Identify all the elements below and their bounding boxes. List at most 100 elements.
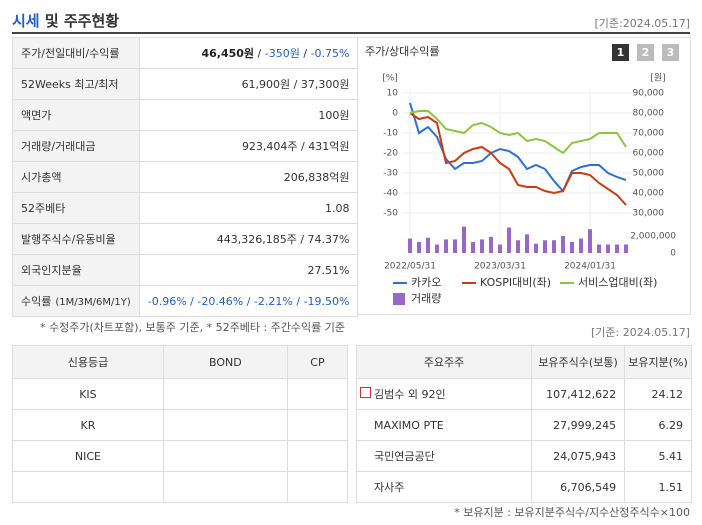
y2-tick-label: 70,000 <box>633 129 665 139</box>
row: MAXIMO PTE 27,999,245 6.29 <box>356 409 692 441</box>
header-row: 신용등급 BOND CP <box>12 345 349 379</box>
view-label[interactable]: 3 <box>667 46 675 59</box>
row: 주가/전일대비/수익률 46,450원 / -350원 / -0.75% <box>12 37 359 69</box>
volume-bar <box>417 241 421 253</box>
date: [기준:2024.05.17] <box>594 17 690 30</box>
volume-tick-label: 2,000,000 <box>630 232 676 242</box>
view-label[interactable]: 2 <box>642 46 650 59</box>
volume-bar <box>597 244 601 253</box>
value-part: / <box>254 47 265 60</box>
y-tick-label: 0 <box>392 109 398 119</box>
value-text: 61,900원 / 37,300원 <box>241 78 350 91</box>
note: * 보유지분 : 보유지분주식수/지수산정주식수×100 <box>454 506 690 519</box>
view-button[interactable] <box>637 44 654 61</box>
value: 443,326,185주 / 74.37% <box>138 223 359 255</box>
expand-icon[interactable] <box>360 387 371 398</box>
volume-bar <box>615 244 619 253</box>
volume-bar <box>525 234 529 253</box>
volume-bar <box>471 241 475 253</box>
label: 거래량/거래대금 <box>12 130 140 162</box>
view-button[interactable] <box>612 44 629 61</box>
row: 52주베타 1.08 <box>12 192 359 224</box>
holder: 국민연금공단 <box>356 440 532 472</box>
value-part: -0.75% <box>310 47 350 60</box>
volume-bar <box>435 244 439 253</box>
value-text: 923,404주 / 431억원 <box>241 140 350 153</box>
cell <box>162 378 288 410</box>
column-header: 보유지분(%) <box>624 345 692 379</box>
agency: KR <box>12 409 164 441</box>
x-tick-label: 2023/03/31 <box>474 262 526 272</box>
y-tick-label: -30 <box>383 169 398 179</box>
y2-tick-label: 90,000 <box>633 89 665 99</box>
y2-tick-label: 50,000 <box>633 169 665 179</box>
y2-tick-label: 30,000 <box>633 209 665 219</box>
view-button[interactable] <box>662 44 679 61</box>
y-tick-label: -50 <box>383 209 398 219</box>
y-tick-label: -40 <box>383 189 398 199</box>
shares: 107,412,622 <box>530 378 626 410</box>
volume-bar <box>579 238 583 253</box>
note: * 수정주가(차트포함), 보통주 기준, * 52주베타 : 주간수익률 기준 <box>40 321 346 334</box>
cell <box>162 409 288 441</box>
title-highlight: 시세 <box>12 12 40 30</box>
legend-label: 서비스업대비(좌) <box>578 276 657 289</box>
row: 김범수 외 92인 107,412,622 24.12 <box>356 378 692 410</box>
volume-bar <box>516 240 520 253</box>
row <box>12 471 349 503</box>
volume-bar <box>552 240 556 253</box>
y-axis-label: [%] <box>382 74 398 84</box>
holder: MAXIMO PTE <box>356 409 532 441</box>
ratio: 1.51 <box>624 471 692 503</box>
volume-bar <box>561 236 565 253</box>
volume-bar <box>624 244 628 253</box>
row: 발행주식수/유동비율 443,326,185주 / 74.37% <box>12 223 359 255</box>
label-text: 수익률 <box>21 295 52 308</box>
chart: 주가/상대수익률 1 2 3 [%] [원] 10 0 -10 -20 -30 -40 -50 90,00… <box>357 37 691 315</box>
value: 206,838억원 <box>138 161 359 193</box>
row: 외국인지분율 27.51% <box>12 254 359 286</box>
legend-label: KOSPI대비(좌) <box>480 276 551 289</box>
label: 외국인지분율 <box>12 254 140 286</box>
header-row: 주요주주 보유주식수(보통) 보유지분(%) <box>356 345 692 379</box>
holder-name: 국민연금공단 <box>374 450 435 463</box>
row: NICE <box>12 440 349 472</box>
volume-tick-label: 0 <box>670 249 676 259</box>
y2-tick-label: 80,000 <box>633 109 665 119</box>
x-tick-label: 2022/05/31 <box>384 262 436 272</box>
title: 시세 및 주주현황 <box>12 10 119 31</box>
shares: 24,075,943 <box>530 440 626 472</box>
label-text: 주가/전일대비/수익률 <box>21 47 120 60</box>
date: [기준: 2024.05.17] <box>590 326 690 339</box>
quote-table: 주가/전일대비/수익률 46,450원 / -350원 / -0.75% 52Wee… <box>12 37 359 317</box>
volume-bar <box>606 244 610 253</box>
label: 52주베타 <box>12 192 140 224</box>
label: 발행주식수/유동비율 <box>12 223 140 255</box>
y2-tick-label: 60,000 <box>633 149 665 159</box>
volume-bar <box>543 240 547 253</box>
value-text: 27.51% <box>307 263 350 277</box>
value-text: 100원 <box>318 109 350 122</box>
row: 시가총액 206,838억원 <box>12 161 359 193</box>
view-label[interactable]: 1 <box>617 46 625 59</box>
agency: KIS <box>12 378 164 410</box>
row: 액면가 100원 <box>12 99 359 131</box>
label: 액면가 <box>12 99 140 131</box>
holder: 자사주 <box>356 471 532 503</box>
value-part: -350원 <box>264 47 300 60</box>
value: 923,404주 / 431억원 <box>138 130 359 162</box>
value-text: 1.08 <box>324 201 350 215</box>
label: 52Weeks 최고/최저 <box>12 68 140 100</box>
y-tick-label: -10 <box>383 129 398 139</box>
value: 1.08 <box>138 192 359 224</box>
label-text: 액면가 <box>21 109 52 122</box>
y2-tick-label: 40,000 <box>633 189 665 199</box>
row: KR <box>12 409 349 441</box>
label-text: 52Weeks 최고/최저 <box>21 78 119 91</box>
cell <box>286 409 349 441</box>
volume-bar <box>462 226 466 253</box>
holders-table: 주요주주 보유주식수(보통) 보유지분(%) 김범수 외 92인 107,412,622… <box>356 345 692 503</box>
label: 수익률 (1M/3M/6M/1Y) <box>12 285 140 317</box>
panel <box>357 37 691 315</box>
